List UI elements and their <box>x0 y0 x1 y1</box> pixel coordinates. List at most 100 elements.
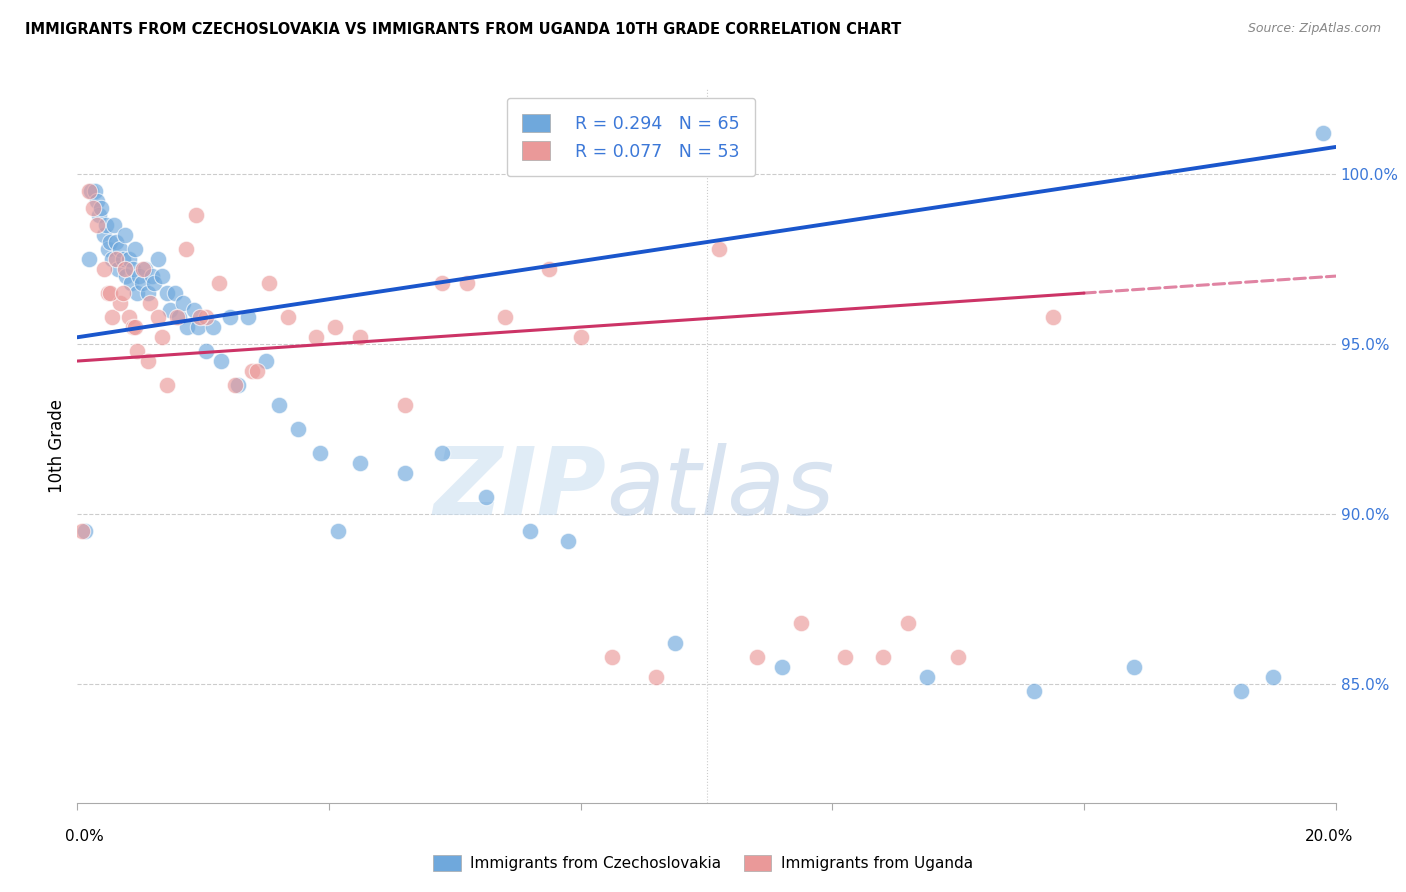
Point <box>107 262 129 277</box>
Point <box>349 330 371 344</box>
Text: Source: ZipAtlas.com: Source: ZipAtlas.com <box>1247 22 1381 36</box>
Point <box>127 286 149 301</box>
Point <box>897 615 920 630</box>
Point <box>349 456 371 470</box>
Point <box>96 242 118 256</box>
Point <box>118 252 141 266</box>
Point <box>72 524 94 538</box>
Point <box>538 262 561 277</box>
Point <box>519 524 541 538</box>
Point <box>208 276 231 290</box>
Point <box>146 252 169 266</box>
Point <box>156 286 179 301</box>
Point <box>141 269 163 284</box>
Point <box>176 320 198 334</box>
Point <box>159 303 181 318</box>
Point <box>111 252 134 266</box>
Point <box>138 296 160 310</box>
Point <box>166 310 188 324</box>
Point <box>1123 660 1146 674</box>
Point <box>80 184 103 198</box>
Point <box>167 310 190 324</box>
Point <box>121 320 143 334</box>
Point <box>1022 683 1045 698</box>
Text: IMMIGRANTS FROM CZECHOSLOVAKIA VS IMMIGRANTS FROM UGANDA 10TH GRADE CORRELATION : IMMIGRANTS FROM CZECHOSLOVAKIA VS IMMIGR… <box>25 22 901 37</box>
Point <box>475 490 498 504</box>
Point <box>240 364 263 378</box>
Point <box>105 252 128 266</box>
Point <box>494 310 516 324</box>
Point <box>136 354 159 368</box>
Point <box>707 242 730 256</box>
Point <box>790 615 813 630</box>
Legend: Immigrants from Czechoslovakia, Immigrants from Uganda: Immigrants from Czechoslovakia, Immigran… <box>427 849 979 877</box>
Point <box>89 208 111 222</box>
Point <box>121 262 143 277</box>
Point <box>557 534 579 549</box>
Point <box>136 286 159 301</box>
Point <box>94 218 117 232</box>
Point <box>432 446 454 460</box>
Point <box>132 262 155 277</box>
Point <box>432 276 454 290</box>
Point <box>323 320 346 334</box>
Text: 0.0%: 0.0% <box>65 830 104 844</box>
Point <box>128 269 150 284</box>
Point <box>127 343 149 358</box>
Legend:   R = 0.294   N = 65,   R = 0.077   N = 53: R = 0.294 N = 65, R = 0.077 N = 53 <box>506 98 755 177</box>
Point <box>257 276 280 290</box>
Point <box>246 364 269 378</box>
Point <box>183 303 205 318</box>
Text: 20.0%: 20.0% <box>1305 830 1353 844</box>
Point <box>96 286 118 301</box>
Point <box>915 670 938 684</box>
Point <box>156 377 179 392</box>
Point <box>73 524 96 538</box>
Point <box>1042 310 1064 324</box>
Point <box>111 286 134 301</box>
Point <box>948 649 970 664</box>
Point <box>328 524 350 538</box>
Point <box>150 269 173 284</box>
Point <box>108 296 131 310</box>
Point <box>118 310 141 324</box>
Point <box>224 377 246 392</box>
Point <box>195 343 218 358</box>
Point <box>394 466 416 480</box>
Point <box>1261 670 1284 684</box>
Point <box>305 330 328 344</box>
Point <box>98 286 121 301</box>
Point <box>600 649 623 664</box>
Point <box>124 320 146 334</box>
Point <box>267 398 290 412</box>
Point <box>134 262 156 277</box>
Y-axis label: 10th Grade: 10th Grade <box>48 399 66 493</box>
Point <box>187 320 209 334</box>
Point <box>456 276 478 290</box>
Point <box>1312 127 1334 141</box>
Point <box>143 276 166 290</box>
Text: ZIP: ZIP <box>433 442 606 535</box>
Point <box>90 201 112 215</box>
Point <box>115 269 138 284</box>
Point <box>82 201 104 215</box>
Point <box>93 228 115 243</box>
Point <box>195 310 218 324</box>
Point <box>114 262 136 277</box>
Point <box>770 660 793 674</box>
Point <box>834 649 856 664</box>
Point <box>146 310 169 324</box>
Point <box>98 235 121 249</box>
Point <box>645 670 668 684</box>
Point <box>172 296 194 310</box>
Point <box>101 310 124 324</box>
Point <box>93 262 115 277</box>
Point <box>131 276 153 290</box>
Point <box>174 242 197 256</box>
Point <box>226 377 249 392</box>
Point <box>308 446 330 460</box>
Point <box>569 330 592 344</box>
Point <box>218 310 240 324</box>
Point <box>86 194 108 209</box>
Point <box>101 252 124 266</box>
